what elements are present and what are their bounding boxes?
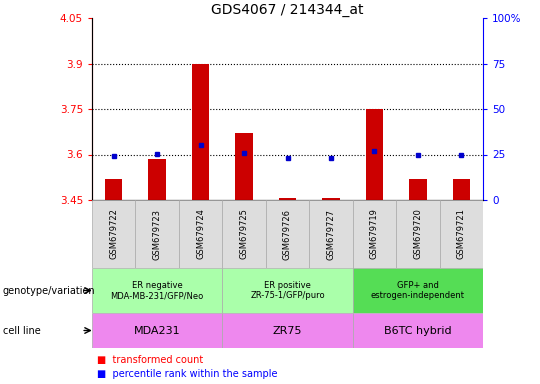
Text: ■  percentile rank within the sample: ■ percentile rank within the sample xyxy=(97,369,278,379)
Text: GFP+ and
estrogen-independent: GFP+ and estrogen-independent xyxy=(371,281,465,300)
Text: cell line: cell line xyxy=(3,326,40,336)
Text: ER positive
ZR-75-1/GFP/puro: ER positive ZR-75-1/GFP/puro xyxy=(250,281,325,300)
Bar xyxy=(353,268,483,313)
Bar xyxy=(440,200,483,268)
Bar xyxy=(92,200,136,268)
Bar xyxy=(222,200,266,268)
Bar xyxy=(322,199,340,200)
Text: GSM679722: GSM679722 xyxy=(109,209,118,260)
Text: ■  transformed count: ■ transformed count xyxy=(97,355,204,365)
Bar xyxy=(222,313,353,348)
Text: GSM679723: GSM679723 xyxy=(153,209,161,260)
Bar xyxy=(353,200,396,268)
Bar xyxy=(279,199,296,200)
Text: B6TC hybrid: B6TC hybrid xyxy=(384,326,451,336)
Title: GDS4067 / 214344_at: GDS4067 / 214344_at xyxy=(211,3,364,17)
Bar xyxy=(396,200,440,268)
Bar xyxy=(192,63,210,200)
Bar xyxy=(353,313,483,348)
Bar xyxy=(266,200,309,268)
Text: GSM679725: GSM679725 xyxy=(240,209,248,260)
Bar xyxy=(366,109,383,200)
Bar xyxy=(92,313,222,348)
Bar xyxy=(92,268,222,313)
Text: GSM679719: GSM679719 xyxy=(370,209,379,260)
Text: GSM679724: GSM679724 xyxy=(196,209,205,260)
Text: GSM679720: GSM679720 xyxy=(413,209,422,260)
Text: ZR75: ZR75 xyxy=(273,326,302,336)
Bar xyxy=(409,179,427,200)
Bar xyxy=(105,179,123,200)
Text: genotype/variation: genotype/variation xyxy=(3,285,96,296)
Bar xyxy=(222,268,353,313)
Text: ER negative
MDA-MB-231/GFP/Neo: ER negative MDA-MB-231/GFP/Neo xyxy=(111,281,204,300)
Text: GSM679727: GSM679727 xyxy=(327,209,335,260)
Bar xyxy=(136,200,179,268)
Text: MDA231: MDA231 xyxy=(134,326,180,336)
Bar xyxy=(453,179,470,200)
Bar xyxy=(179,200,222,268)
Bar xyxy=(148,159,166,200)
Bar xyxy=(309,200,353,268)
Bar xyxy=(235,133,253,200)
Text: GSM679721: GSM679721 xyxy=(457,209,466,260)
Text: GSM679726: GSM679726 xyxy=(283,209,292,260)
